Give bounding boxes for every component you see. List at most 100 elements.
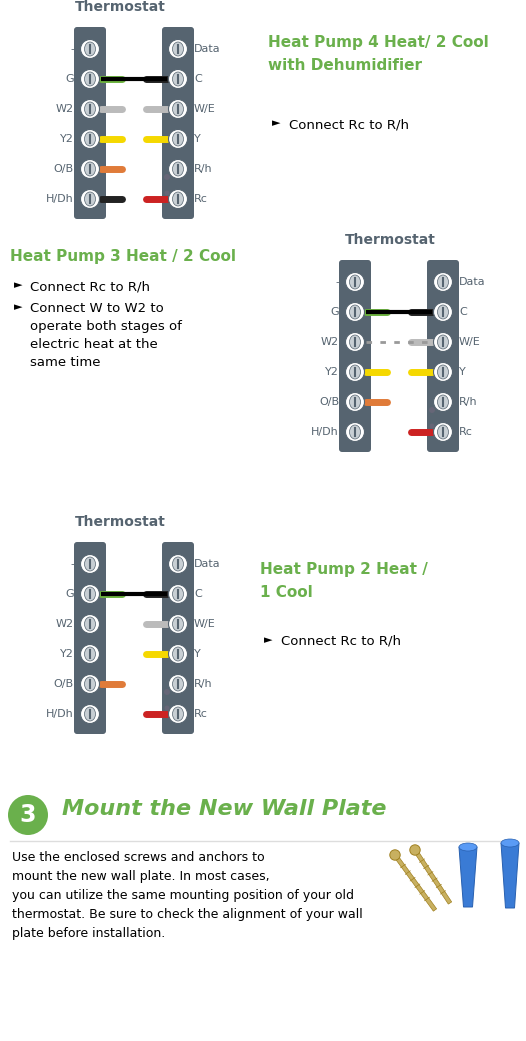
Text: electric heat at the: electric heat at the xyxy=(30,338,158,351)
Text: Rc: Rc xyxy=(459,427,473,437)
Ellipse shape xyxy=(349,365,360,379)
Text: plate before installation.: plate before installation. xyxy=(12,926,165,940)
Circle shape xyxy=(346,392,365,411)
Circle shape xyxy=(168,40,187,58)
Circle shape xyxy=(168,159,187,178)
Text: Data: Data xyxy=(194,44,220,54)
Text: 1 Cool: 1 Cool xyxy=(260,585,313,600)
Ellipse shape xyxy=(173,42,184,56)
Text: C: C xyxy=(459,307,467,318)
Polygon shape xyxy=(459,847,477,907)
Text: Y: Y xyxy=(194,134,201,144)
Ellipse shape xyxy=(173,587,184,601)
Ellipse shape xyxy=(349,305,360,319)
Ellipse shape xyxy=(349,335,360,349)
Text: ►: ► xyxy=(14,302,23,312)
Text: ►: ► xyxy=(272,118,280,128)
Circle shape xyxy=(168,614,187,634)
Ellipse shape xyxy=(459,843,477,850)
Text: Rc: Rc xyxy=(194,194,208,204)
Text: Data: Data xyxy=(459,277,485,287)
Text: G: G xyxy=(65,74,74,84)
Circle shape xyxy=(80,644,99,663)
Text: W2: W2 xyxy=(321,337,339,347)
Text: Connect Rc to R/h: Connect Rc to R/h xyxy=(289,118,409,131)
Circle shape xyxy=(168,70,187,88)
Text: Y2: Y2 xyxy=(60,134,74,144)
Text: Data: Data xyxy=(194,559,220,569)
Ellipse shape xyxy=(349,425,360,439)
Circle shape xyxy=(80,189,99,208)
Ellipse shape xyxy=(85,557,96,572)
Ellipse shape xyxy=(85,587,96,601)
Circle shape xyxy=(429,407,435,413)
FancyBboxPatch shape xyxy=(162,27,194,219)
Circle shape xyxy=(346,423,365,441)
Text: Y2: Y2 xyxy=(325,367,339,377)
Circle shape xyxy=(433,362,452,381)
Polygon shape xyxy=(501,843,519,908)
Circle shape xyxy=(80,159,99,178)
Ellipse shape xyxy=(501,839,519,847)
Text: Y2: Y2 xyxy=(60,649,74,659)
Circle shape xyxy=(433,303,452,322)
Circle shape xyxy=(80,675,99,693)
Ellipse shape xyxy=(85,617,96,631)
Text: Thermostat: Thermostat xyxy=(75,0,166,14)
Ellipse shape xyxy=(173,132,184,146)
Circle shape xyxy=(165,706,169,711)
Text: Y: Y xyxy=(194,649,201,659)
Ellipse shape xyxy=(85,72,96,86)
Circle shape xyxy=(8,795,48,835)
Circle shape xyxy=(168,644,187,663)
Text: Y: Y xyxy=(459,367,466,377)
Ellipse shape xyxy=(438,335,449,349)
Text: O/B: O/B xyxy=(54,679,74,689)
Text: thermostat. Be sure to check the alignment of your wall: thermostat. Be sure to check the alignme… xyxy=(12,908,363,921)
Ellipse shape xyxy=(173,72,184,86)
Text: Connect Rc to R/h: Connect Rc to R/h xyxy=(30,280,150,293)
Text: G: G xyxy=(330,307,339,318)
FancyBboxPatch shape xyxy=(74,27,106,219)
Circle shape xyxy=(168,129,187,149)
Circle shape xyxy=(410,845,420,856)
Text: Heat Pump 3 Heat / 2 Cool: Heat Pump 3 Heat / 2 Cool xyxy=(10,249,236,264)
Circle shape xyxy=(168,584,187,604)
Circle shape xyxy=(168,675,187,693)
Text: Heat Pump 2 Heat /: Heat Pump 2 Heat / xyxy=(260,562,428,577)
Circle shape xyxy=(433,392,452,411)
Circle shape xyxy=(80,129,99,149)
Circle shape xyxy=(165,191,169,196)
Circle shape xyxy=(168,189,187,208)
Text: G: G xyxy=(65,589,74,599)
Circle shape xyxy=(168,555,187,574)
Circle shape xyxy=(80,705,99,723)
Circle shape xyxy=(430,424,434,429)
Text: ►: ► xyxy=(14,280,23,290)
Ellipse shape xyxy=(85,42,96,56)
Circle shape xyxy=(168,705,187,723)
Text: Thermostat: Thermostat xyxy=(345,233,436,247)
Ellipse shape xyxy=(173,617,184,631)
Circle shape xyxy=(164,174,170,180)
Text: 3: 3 xyxy=(20,803,36,827)
Circle shape xyxy=(433,332,452,352)
Text: Mount the New Wall Plate: Mount the New Wall Plate xyxy=(62,799,387,819)
FancyBboxPatch shape xyxy=(162,542,194,734)
Ellipse shape xyxy=(438,275,449,289)
Ellipse shape xyxy=(85,132,96,146)
Circle shape xyxy=(80,584,99,604)
Ellipse shape xyxy=(85,162,96,176)
Text: R/h: R/h xyxy=(194,164,213,174)
Circle shape xyxy=(80,100,99,119)
Text: same time: same time xyxy=(30,356,100,369)
Circle shape xyxy=(433,423,452,441)
Circle shape xyxy=(346,273,365,291)
Ellipse shape xyxy=(349,275,360,289)
Circle shape xyxy=(346,332,365,352)
Text: -: - xyxy=(335,277,339,287)
Text: ►: ► xyxy=(264,635,272,645)
Circle shape xyxy=(80,40,99,58)
Ellipse shape xyxy=(173,707,184,721)
Text: O/B: O/B xyxy=(54,164,74,174)
